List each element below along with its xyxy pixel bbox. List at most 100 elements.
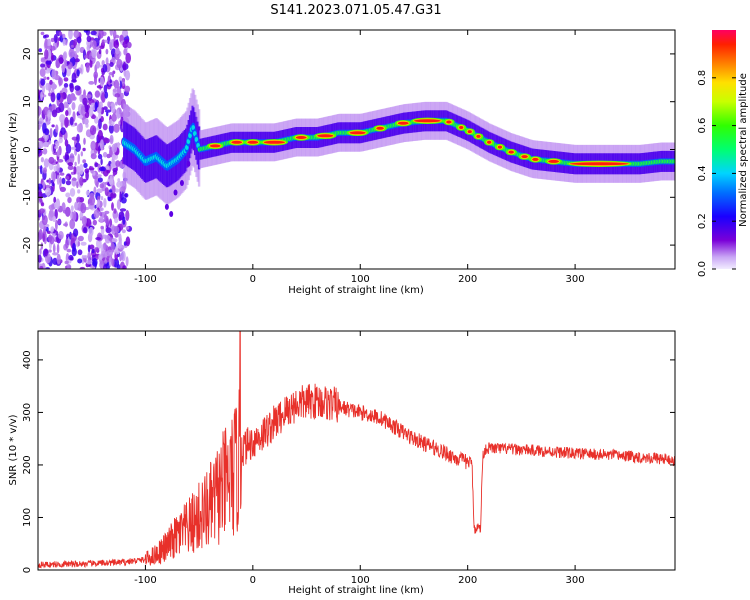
colorbar-tick-label: 0.4 [697, 165, 708, 181]
spectrogram-cell [98, 101, 103, 109]
spectrogram-cell [51, 182, 55, 187]
x-tick-label: 200 [458, 274, 477, 285]
spectrogram-cell [106, 249, 113, 257]
spectrogram-cell [38, 191, 43, 198]
spectrogram-cell [85, 190, 90, 196]
spectrogram-cell [40, 78, 46, 86]
spectrogram-cell [56, 149, 60, 158]
spectrogram-y-ticks: 20 10 0 -10 -20 [22, 48, 675, 253]
spectrogram-cell [68, 30, 73, 40]
x-tick-label: 100 [351, 274, 370, 285]
spectrogram-cell [185, 145, 189, 150]
spectrogram-cell [102, 64, 108, 73]
spectrogram-cell [186, 160, 191, 167]
spectrogram-cell [40, 31, 45, 36]
spectrogram-cell [74, 201, 79, 211]
spectrogram-marks [38, 30, 675, 269]
spectrogram-cell [59, 186, 66, 192]
spectrogram-cell [65, 238, 69, 249]
spectrogram-cell [77, 115, 84, 119]
spectrogram-cell [79, 211, 84, 220]
spectrogram-cell [85, 170, 89, 181]
spectrogram-cell [104, 234, 111, 244]
spectrogram-cell [95, 61, 101, 69]
spectrogram-cell [121, 30, 129, 37]
spectrogram-cell [68, 254, 74, 261]
spectrogram-cell [103, 106, 108, 111]
spectrogram-cell [107, 75, 112, 86]
spectrogram-cell [56, 92, 61, 101]
spectrogram-cell [69, 218, 76, 230]
spectrogram-cell [87, 251, 91, 261]
chart-title: S141.2023.071.05.47.G31 [270, 3, 441, 18]
y-tick-label: 100 [22, 508, 33, 527]
spectrogram-cell [76, 36, 82, 44]
spectrogram-cell [51, 69, 57, 80]
spectrogram-cell [112, 173, 116, 177]
spectrogram-cell [76, 123, 82, 133]
spectrogram-cell [108, 256, 112, 268]
spectrogram-cell [86, 35, 92, 43]
spectrogram-cell [113, 123, 120, 133]
spectrogram-cell [42, 181, 46, 190]
spectrogram-cell [68, 48, 74, 59]
spectrogram-cell [122, 265, 127, 269]
spectrogram-x-axis-label: Height of straight line (km) [288, 285, 424, 296]
spectrogram-cell [50, 52, 54, 62]
spectrogram-cell [113, 225, 120, 234]
spectrogram-cell [73, 30, 80, 39]
spectrogram-cell [87, 244, 91, 253]
spectrogram-cell [65, 192, 71, 198]
spectrogram-cell [113, 258, 120, 268]
spectrogram-cell [89, 125, 97, 136]
spectrogram-cell [77, 241, 81, 247]
spectrogram-cell [94, 90, 101, 98]
spectrogram-cell [414, 119, 441, 123]
spectrogram-cell [80, 202, 87, 214]
spectrogram-cell [58, 57, 64, 64]
snr-x-ticks: -100 0 100 200 300 [134, 331, 585, 586]
spectrogram-cell [39, 68, 46, 77]
spectrogram-cell [116, 181, 123, 188]
spectrogram-cell [179, 179, 184, 186]
spectrogram-cell [64, 116, 69, 128]
spectrogram-cell [295, 136, 307, 139]
spectrogram-cell [86, 259, 93, 265]
spectrogram-cell [188, 133, 192, 139]
spectrogram-cell [93, 186, 97, 195]
spectrogram-cell [55, 60, 60, 69]
spectrogram-cell [83, 162, 88, 168]
spectrogram-cell [121, 229, 126, 234]
spectrogram-cell [124, 70, 131, 81]
spectrogram-cell [39, 248, 42, 255]
spectrogram-cell [60, 127, 66, 135]
y-tick-label: 0 [22, 567, 33, 573]
spectrogram-cell [70, 44, 75, 48]
spectrogram-cell [104, 210, 110, 215]
y-tick-label: 300 [22, 403, 33, 422]
spectrogram-cell [74, 85, 81, 91]
spectrogram-cell [40, 202, 45, 207]
spectrogram-cell [124, 38, 129, 43]
spectrogram-cell [122, 61, 127, 71]
spectrogram-cell [48, 177, 52, 185]
spectrogram-cell [49, 79, 53, 85]
spectrogram-cell [67, 197, 72, 204]
spectrogram-cell [114, 34, 120, 39]
spectrogram-cell [52, 215, 57, 223]
spectrogram-cell [40, 63, 46, 68]
spectrogram-cell [61, 177, 66, 185]
spectrogram-cell [66, 94, 73, 104]
spectrogram-cell [53, 34, 58, 43]
spectrogram-cell [98, 216, 104, 223]
spectrogram-cell [90, 30, 97, 36]
spectrogram-cell [56, 162, 60, 173]
spectrogram-cell [124, 85, 131, 93]
spectrogram-cell [82, 159, 87, 164]
spectrogram-cell [103, 198, 107, 208]
spectrogram-cell [40, 157, 45, 163]
spectrogram-cell [57, 219, 62, 225]
spectrogram-cell [487, 140, 492, 144]
spectrogram-cell [63, 101, 69, 109]
